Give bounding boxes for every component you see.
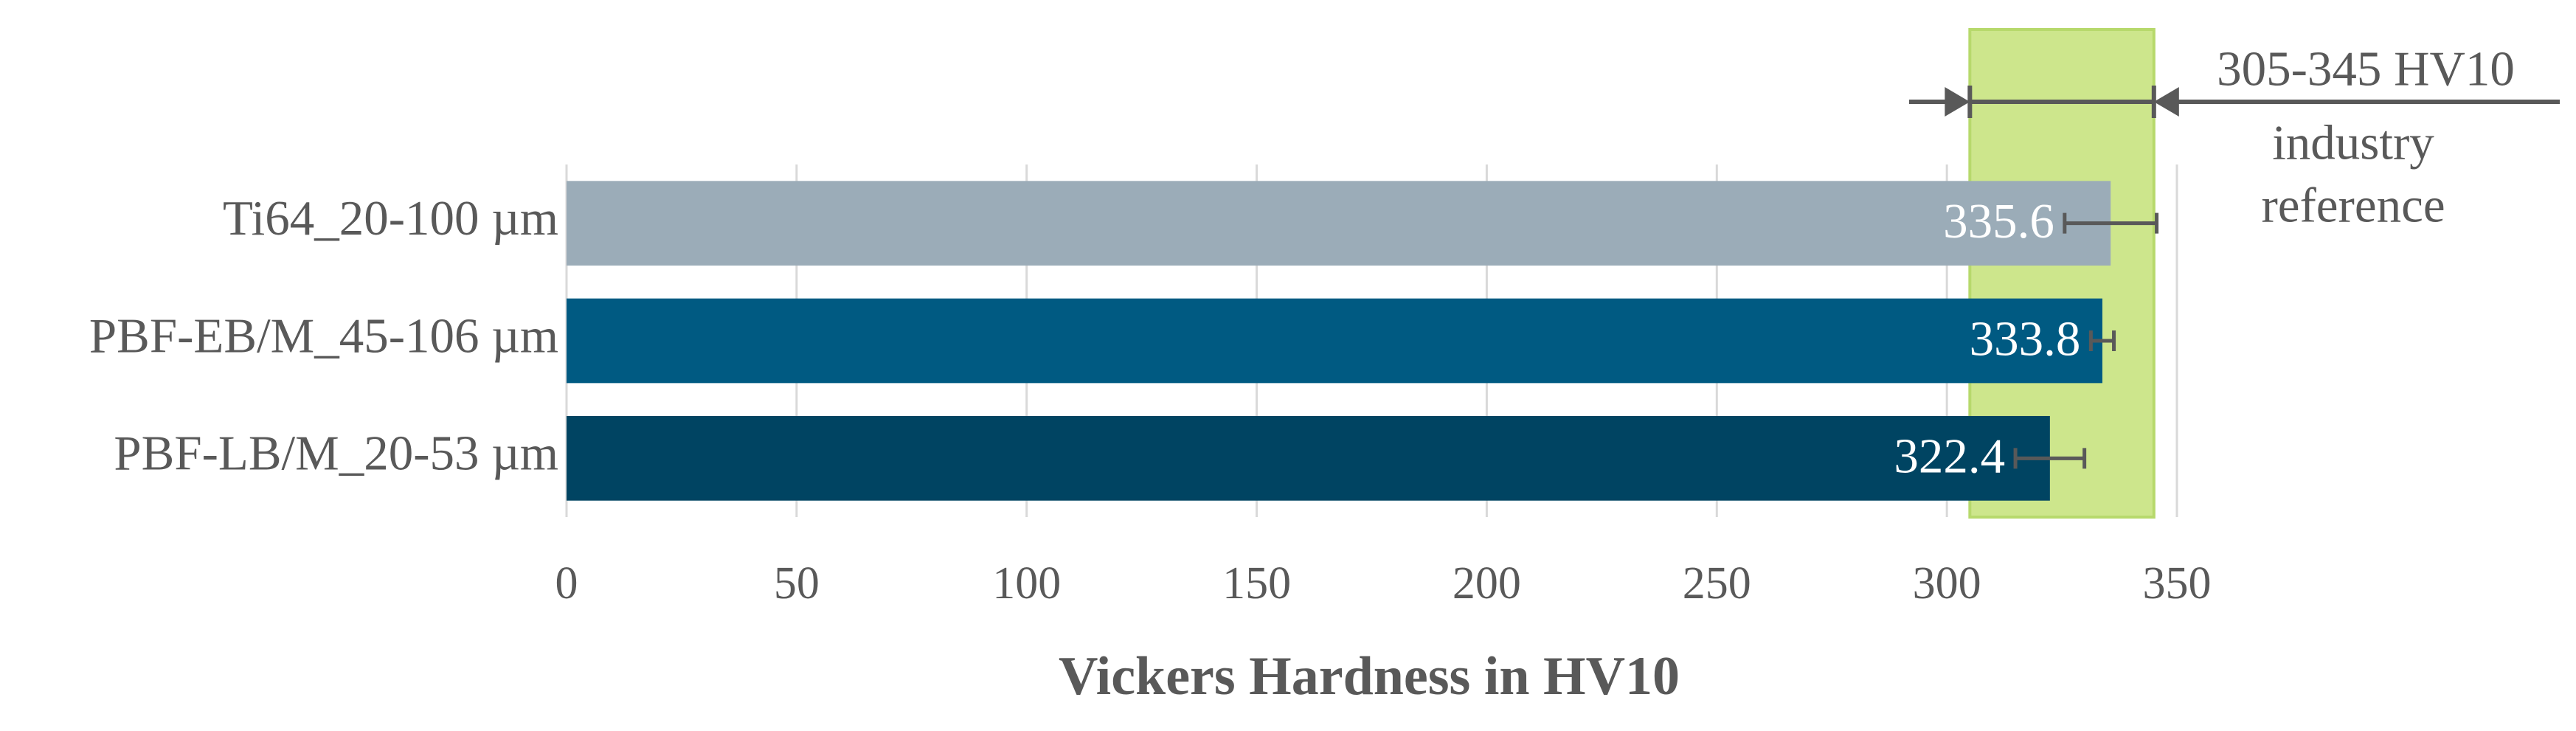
x-tick-label: 0 bbox=[555, 558, 578, 609]
x-tick-label: 150 bbox=[1222, 558, 1291, 609]
error-bar bbox=[2013, 448, 2087, 469]
x-tick-label: 100 bbox=[992, 558, 1061, 609]
arrow-head bbox=[1945, 87, 1970, 117]
x-tick-label: 250 bbox=[1683, 558, 1751, 609]
x-tick-label: 50 bbox=[774, 558, 820, 609]
bar bbox=[567, 181, 2111, 266]
reference-note: reference bbox=[2261, 178, 2445, 232]
value-label: 335.6 bbox=[1943, 194, 2054, 249]
value-label: 333.8 bbox=[1970, 311, 2081, 366]
x-tick-label: 300 bbox=[1913, 558, 1981, 609]
value-label: 322.4 bbox=[1894, 429, 2005, 484]
category-label: PBF-EB/M_45-106 µm bbox=[89, 308, 558, 363]
x-axis-label: Vickers Hardness in HV10 bbox=[1059, 646, 1680, 707]
arrow-head bbox=[2153, 87, 2179, 117]
reference-note: industry bbox=[2272, 115, 2434, 170]
error-bar bbox=[2063, 212, 2159, 234]
bar bbox=[567, 298, 2102, 384]
reference-label: 305-345 HV10 bbox=[2217, 41, 2515, 96]
category-label: PBF-LB/M_20-53 µm bbox=[114, 426, 558, 481]
x-tick-label: 200 bbox=[1453, 558, 1521, 609]
bar bbox=[567, 415, 2050, 501]
category-label: Ti64_20-100 µm bbox=[223, 191, 558, 246]
x-tick-label: 350 bbox=[2143, 558, 2212, 609]
error-bar bbox=[2088, 330, 2116, 351]
reference-span bbox=[1967, 86, 2156, 118]
